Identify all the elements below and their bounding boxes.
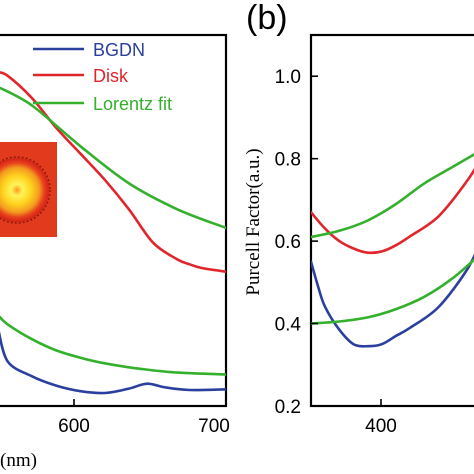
panel-a-series — [0, 71, 226, 395]
tick-label-b-y-4: 1.0 — [275, 67, 301, 88]
series-b-lorentz-fit-2 — [311, 152, 474, 239]
panel-b-frame — [309, 33, 474, 408]
series-a-disk-0 — [0, 71, 226, 273]
legend-label-bgdn: BGDN — [93, 40, 145, 60]
tick-label-b-y-2: 0.6 — [275, 232, 301, 253]
tick-label-b-y-0: 0.2 — [275, 397, 301, 418]
legend: BGDN Disk Lorentz fit — [33, 40, 172, 114]
series-a-lorentz-fit-1 — [0, 86, 226, 230]
series-b-lorentz-fit-3 — [311, 258, 474, 325]
x-axis-label-a: (nm) — [0, 450, 37, 471]
y-axis-label-b: Purcell Factor(a.u.) — [243, 148, 264, 295]
panel-a: 600 700 (nm) BGDN Disk Lorentz fit — [0, 33, 230, 471]
legend-label-lorentz: Lorentz fit — [93, 94, 172, 114]
series-b-disk-0 — [311, 168, 474, 255]
tick-label-b-400: 400 — [365, 416, 397, 437]
series-a-lorentz-fit-3 — [0, 315, 226, 376]
panel-a-frame — [0, 33, 228, 408]
panel-a-inset — [0, 142, 57, 237]
inset-disk — [0, 158, 49, 222]
legend-label-disk: Disk — [93, 66, 129, 86]
inset-disk-rim — [0, 156, 51, 224]
series-b-bgdn-1 — [311, 253, 474, 348]
panel-b-y-ticks: 0.2 0.4 0.6 0.8 1.0 — [275, 67, 318, 418]
tick-label-a-700: 700 — [198, 416, 230, 437]
panel-b: (b) 0.2 0.4 0.6 0.8 1.0 400 Purcell Factor(a… — [243, 0, 474, 437]
panel-b-series — [311, 152, 474, 348]
tick-label-b-y-3: 0.8 — [275, 150, 301, 171]
series-a-bgdn-2 — [0, 330, 226, 395]
panel-b-letter: (b) — [246, 0, 288, 37]
tick-label-b-y-1: 0.4 — [275, 315, 302, 336]
tick-label-a-600: 600 — [58, 416, 90, 437]
